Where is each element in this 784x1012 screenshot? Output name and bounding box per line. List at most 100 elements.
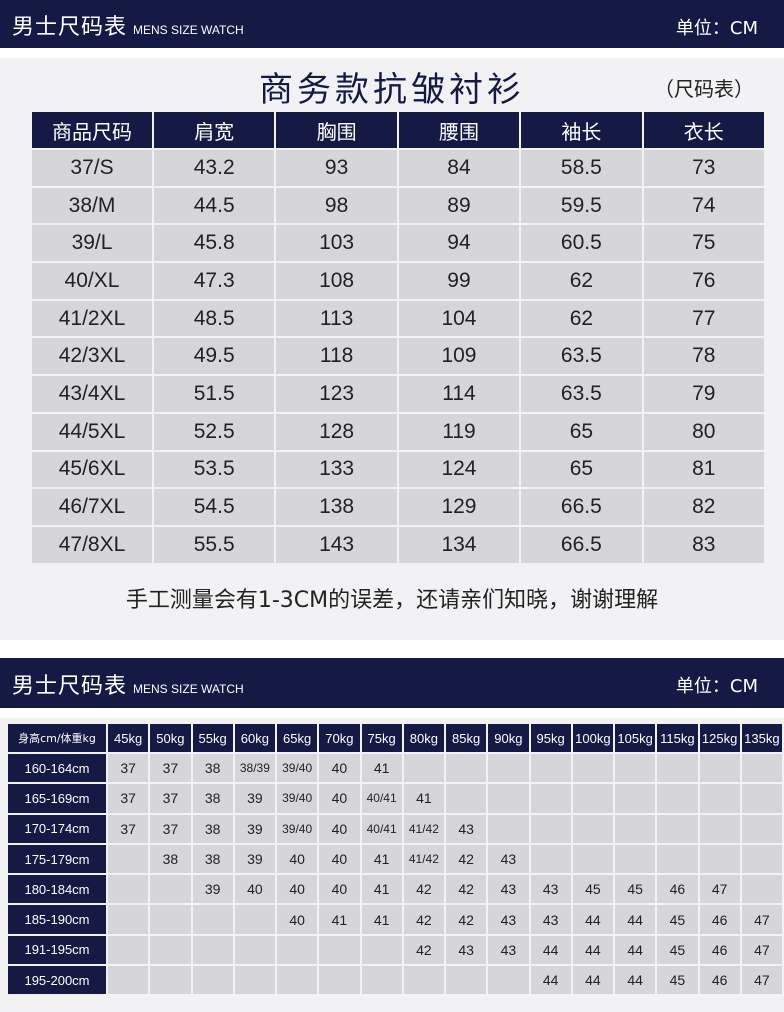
size-cell: 44: [530, 935, 571, 965]
size-cell: [488, 814, 529, 843]
measurement-cell: 94: [398, 225, 520, 262]
size-cell: 40: [319, 784, 360, 813]
weight-column-header: 125kg: [699, 724, 740, 752]
measurement-cell: 118: [276, 338, 397, 375]
size-cell: 42: [446, 905, 487, 934]
measurement-cell: 99: [398, 263, 520, 299]
size-cell: 44: [572, 966, 613, 995]
size-label-cell: 38/M: [32, 187, 152, 224]
size-cell: [446, 966, 487, 995]
size-cell: 40: [277, 844, 318, 874]
size-cell: 43: [488, 905, 529, 934]
height-row-header: 185-190cm: [8, 905, 106, 934]
measurement-cell: 55.5: [154, 526, 275, 563]
measurement-cell: 51.5: [154, 376, 275, 412]
size-cell: 47: [741, 905, 782, 934]
measurement-cell: 73: [643, 150, 764, 186]
size-cell: [741, 875, 782, 904]
size-label-cell: 44/5XL: [32, 413, 152, 450]
weight-column-header: 85kg: [446, 724, 487, 752]
size-cell: 39/40: [277, 784, 318, 813]
measurement-cell: 65: [521, 451, 642, 488]
size-cell: 40: [319, 754, 360, 783]
size-cell: 42: [403, 935, 444, 965]
size-cell: 41/42: [403, 814, 444, 843]
weight-column-header: 115kg: [657, 724, 698, 752]
size-cell: 37: [150, 754, 191, 783]
size-cell: 40: [319, 844, 360, 874]
size-cell: 42: [403, 905, 444, 934]
table-row: 39/L 45.8 103 94 60.5 75: [32, 225, 764, 262]
table-row: 160-164cm 37 37 38 38/39 39/40 40 41: [8, 754, 782, 783]
size-cell: 47: [699, 875, 740, 904]
weight-column-header: 105kg: [615, 724, 656, 752]
size-cell: [615, 784, 656, 813]
measurement-cell: 65: [521, 413, 642, 450]
header-title-2: 男士尺码表 MENS SIZE WATCH: [12, 674, 244, 699]
size-cell: [108, 935, 149, 965]
weight-column-header: 45kg: [108, 724, 149, 752]
height-weight-table: 身高cm/体重kg 45kg 50kg 55kg 60kg 65kg 70kg 75kg 80k…: [6, 722, 784, 996]
size-cell: [446, 754, 487, 783]
size-cell: 42: [403, 875, 444, 904]
size-cell: 45: [572, 875, 613, 904]
measurement-cell: 62: [521, 300, 642, 337]
corner-header: 身高cm/体重kg: [8, 724, 106, 752]
size-cell: 37: [150, 814, 191, 843]
measurement-cell: 124: [398, 451, 520, 488]
size-cell: 43: [446, 814, 487, 843]
size-cell: 37: [108, 754, 149, 783]
size-label-cell: 45/6XL: [32, 451, 152, 488]
size-cell: 44: [615, 935, 656, 965]
size-label-cell: 43/4XL: [32, 376, 152, 412]
size-label-cell: 41/2XL: [32, 300, 152, 337]
column-header: 腰围: [398, 112, 520, 148]
measurement-cell: 66.5: [521, 489, 642, 525]
table-row: 180-184cm 39 40 40 40 41 42 42 43 43 45 45 46 47: [8, 875, 782, 904]
size-cell: 46: [699, 935, 740, 965]
measurement-cell: 49.5: [154, 338, 275, 375]
size-cell: [699, 754, 740, 783]
size-cell: [657, 844, 698, 874]
measurement-cell: 79: [643, 376, 764, 412]
measurement-cell: 81: [643, 451, 764, 488]
height-row-header: 195-200cm: [8, 966, 106, 995]
size-cell: 38/39: [234, 754, 275, 783]
size-cell: [657, 784, 698, 813]
measurement-cell: 62: [521, 263, 642, 299]
table-header-row-2: 身高cm/体重kg 45kg 50kg 55kg 60kg 65kg 70kg 75kg 80k…: [8, 724, 782, 752]
table-row: 45/6XL 53.5 133 124 65 81: [32, 451, 764, 488]
size-cell: [615, 844, 656, 874]
size-cell: [361, 935, 402, 965]
measurement-cell: 123: [276, 376, 397, 412]
measurement-cell: 138: [276, 489, 397, 525]
weight-column-header: 50kg: [150, 724, 191, 752]
measurement-cell: 103: [276, 225, 397, 262]
size-cell: [234, 935, 275, 965]
size-cell: [234, 905, 275, 934]
size-cell: 41: [361, 875, 402, 904]
size-cell: [741, 844, 782, 874]
shirt-size-table: 商品尺码 肩宽 胸围 腰围 袖长 衣长 37/S 43.2 93 84 58.5 73 38/M 44.…: [30, 110, 766, 565]
size-cell: 41: [361, 754, 402, 783]
size-cell: 43: [530, 905, 571, 934]
size-cell: 43: [446, 935, 487, 965]
measurement-cell: 43.2: [154, 150, 275, 186]
size-cell: [192, 935, 233, 965]
size-cell: 46: [657, 875, 698, 904]
measurement-cell: 98: [276, 187, 397, 224]
size-cell: 39/40: [277, 754, 318, 783]
measurement-cell: 63.5: [521, 338, 642, 375]
size-cell: [699, 844, 740, 874]
size-cell: [572, 814, 613, 843]
weight-column-header: 70kg: [319, 724, 360, 752]
size-cell: [192, 966, 233, 995]
size-cell: 41: [319, 905, 360, 934]
size-label-cell: 47/8XL: [32, 526, 152, 563]
size-cell: 38: [192, 784, 233, 813]
size-cell: 38: [150, 844, 191, 874]
measurement-note: 手工测量会有1-3CM的误差，还请亲们知晓，谢谢理解: [125, 588, 659, 613]
size-label-cell: 37/S: [32, 150, 152, 186]
measurement-cell: 76: [643, 263, 764, 299]
measurement-cell: 52.5: [154, 413, 275, 450]
